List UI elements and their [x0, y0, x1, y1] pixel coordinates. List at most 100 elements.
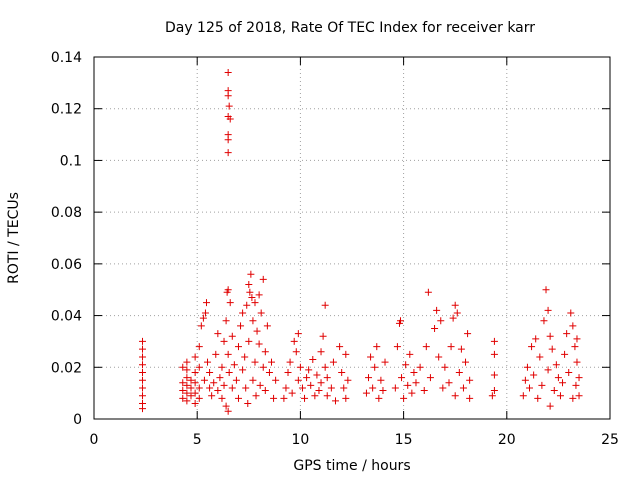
x-tick-label-5: 25 — [601, 432, 619, 448]
data-point-18 — [183, 366, 191, 374]
data-point-103 — [224, 149, 232, 157]
data-point-66 — [239, 366, 247, 374]
data-point-138 — [344, 376, 352, 384]
y-tick-label-5: 0.1 — [60, 153, 82, 169]
data-point-73 — [246, 288, 254, 296]
data-point-78 — [251, 358, 259, 366]
data-point-188 — [490, 350, 498, 358]
data-point-178 — [455, 368, 463, 376]
data-point-81 — [253, 327, 261, 335]
data-point-94 — [272, 376, 280, 384]
data-point-95 — [224, 69, 232, 77]
x-tick-label-1: 5 — [193, 432, 202, 448]
data-point-47 — [218, 363, 226, 371]
data-point-49 — [220, 337, 228, 345]
data-point-56 — [225, 368, 233, 376]
data-point-68 — [242, 384, 250, 392]
data-point-22 — [187, 376, 195, 384]
data-point-210 — [556, 392, 564, 400]
data-point-220 — [573, 358, 581, 366]
data-point-92 — [268, 358, 276, 366]
data-point-162 — [420, 387, 428, 395]
data-point-108 — [288, 389, 296, 397]
data-point-21 — [187, 384, 195, 392]
data-point-117 — [305, 366, 313, 374]
data-point-109 — [290, 337, 298, 345]
data-point-90 — [263, 322, 271, 330]
data-point-175 — [451, 301, 459, 309]
data-point-61 — [232, 376, 240, 384]
data-point-184 — [466, 394, 474, 402]
x-axis-label: GPS time / hours — [293, 458, 410, 474]
data-point-130 — [327, 384, 335, 392]
data-point-155 — [402, 361, 410, 369]
data-point-2 — [139, 392, 147, 400]
data-point-126 — [321, 301, 329, 309]
data-point-191 — [521, 376, 529, 384]
data-point-132 — [331, 397, 339, 405]
data-point-37 — [204, 358, 212, 366]
data-point-17 — [183, 374, 191, 382]
data-point-54 — [224, 350, 232, 358]
data-point-77 — [249, 376, 257, 384]
data-point-196 — [532, 335, 540, 343]
x-axis: 0 5 10 15 20 25 — [90, 57, 619, 448]
data-point-80 — [252, 392, 260, 400]
data-point-120 — [311, 392, 319, 400]
data-point-211 — [559, 379, 567, 387]
data-point-89 — [261, 387, 269, 395]
data-point-163 — [422, 343, 430, 351]
data-point-129 — [323, 374, 331, 382]
data-point-9 — [139, 337, 147, 345]
data-point-143 — [371, 363, 379, 371]
data-point-55 — [224, 407, 232, 415]
data-point-169 — [437, 317, 445, 325]
data-point-194 — [528, 343, 536, 351]
data-point-10 — [179, 394, 187, 402]
data-point-85 — [257, 309, 265, 317]
data-point-30 — [195, 363, 203, 371]
data-point-222 — [575, 392, 583, 400]
data-point-8 — [139, 345, 147, 353]
data-point-179 — [457, 345, 465, 353]
data-point-53 — [224, 286, 232, 294]
data-point-110 — [292, 348, 300, 356]
data-point-221 — [573, 335, 581, 343]
data-point-140 — [365, 374, 373, 382]
data-point-192 — [523, 363, 531, 371]
data-point-156 — [404, 381, 412, 389]
data-point-142 — [369, 384, 377, 392]
data-point-200 — [540, 317, 548, 325]
y-tick-label-3: 0.06 — [51, 257, 82, 273]
data-point-7 — [139, 353, 147, 361]
data-point-199 — [538, 381, 546, 389]
data-point-193 — [526, 384, 534, 392]
data-point-3 — [139, 384, 147, 392]
data-point-176 — [451, 392, 459, 400]
data-point-57 — [226, 299, 234, 307]
data-point-48 — [220, 381, 228, 389]
data-point-157 — [406, 350, 414, 358]
data-point-86 — [259, 275, 267, 283]
data-point-135 — [340, 384, 348, 392]
data-point-104 — [280, 394, 288, 402]
data-point-209 — [554, 374, 562, 382]
data-point-173 — [447, 343, 455, 351]
data-point-15 — [183, 389, 191, 397]
data-point-31 — [195, 343, 203, 351]
data-point-139 — [362, 389, 370, 397]
data-point-118 — [307, 381, 315, 389]
data-point-46 — [218, 394, 226, 402]
data-point-43 — [214, 387, 222, 395]
y-tick-label-2: 0.04 — [51, 309, 82, 325]
data-point-39 — [206, 368, 214, 376]
data-point-212 — [561, 350, 569, 358]
data-point-205 — [546, 402, 554, 410]
data-point-38 — [206, 384, 214, 392]
data-point-185 — [488, 392, 496, 400]
data-point-93 — [270, 394, 278, 402]
data-point-98 — [225, 102, 233, 110]
data-point-172 — [445, 379, 453, 387]
data-point-216 — [569, 394, 577, 402]
data-point-168 — [435, 353, 443, 361]
